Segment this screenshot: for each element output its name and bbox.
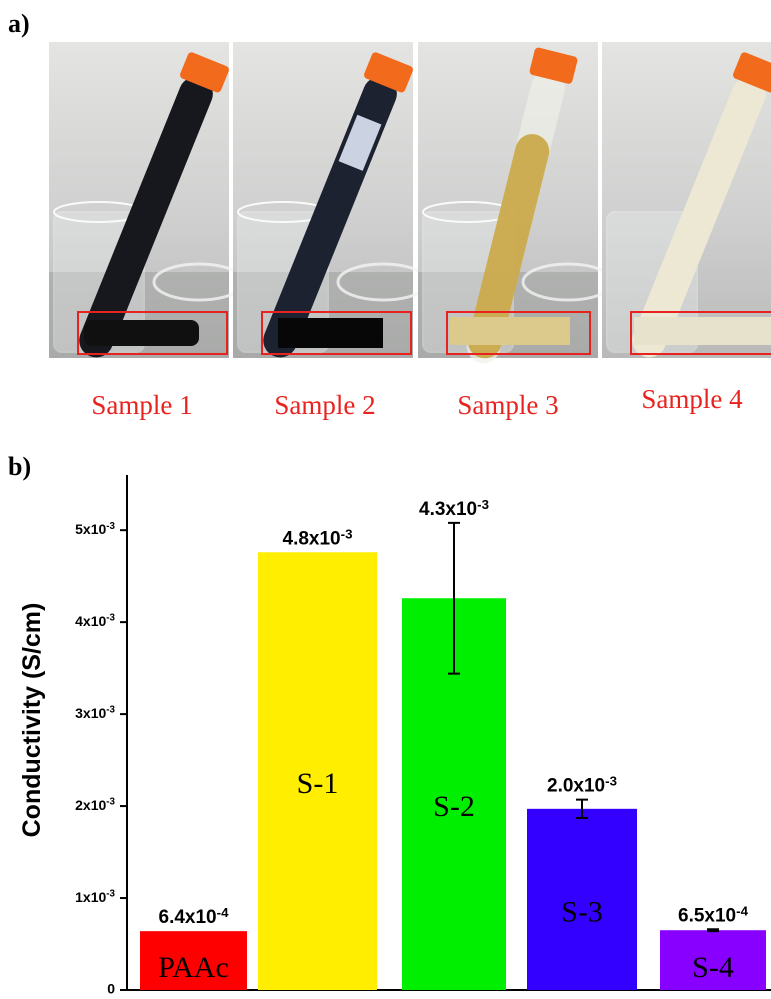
y-tick-label: 4x10-3: [75, 612, 115, 629]
category-label: S-4: [692, 951, 734, 984]
bar: [660, 930, 766, 990]
y-tick-label: 2x10-3: [75, 796, 115, 813]
photo: [231, 40, 430, 360]
photo: [416, 40, 615, 364]
bar: [258, 552, 377, 990]
bar: [527, 808, 637, 990]
value-label: 6.5x10-4: [678, 903, 749, 926]
sample-label: Sample 1: [91, 390, 192, 420]
y-tick-label: 3x10-3: [75, 704, 115, 721]
category-label: S-2: [433, 790, 475, 823]
error-bar: [576, 798, 588, 820]
sample-label: Sample 3: [457, 390, 558, 420]
panel-label: a): [8, 9, 30, 38]
value-label: 6.4x10-4: [159, 905, 230, 928]
bar: [140, 931, 247, 990]
y-tick-label: 1x10-3: [75, 888, 115, 905]
sample-label: Sample 4: [641, 384, 743, 414]
value-label: 2.0x10-3: [547, 774, 617, 797]
category-label: S-3: [561, 895, 603, 928]
photo: [602, 42, 771, 358]
y-axis-title: Conductivity (S/cm): [18, 603, 46, 838]
value-label: 4.8x10-3: [283, 526, 353, 549]
value-label: 4.3x10-3: [419, 497, 489, 520]
category-label: S-1: [297, 767, 339, 800]
sample-label: Sample 2: [274, 390, 375, 420]
photo: [47, 40, 246, 360]
error-bar: [448, 521, 460, 675]
error-bar: [707, 928, 719, 933]
panel-label: b): [8, 452, 31, 481]
y-tick-label: 0: [107, 981, 115, 997]
y-tick-label: 5x10-3: [75, 520, 115, 537]
category-label: PAAc: [158, 951, 229, 984]
